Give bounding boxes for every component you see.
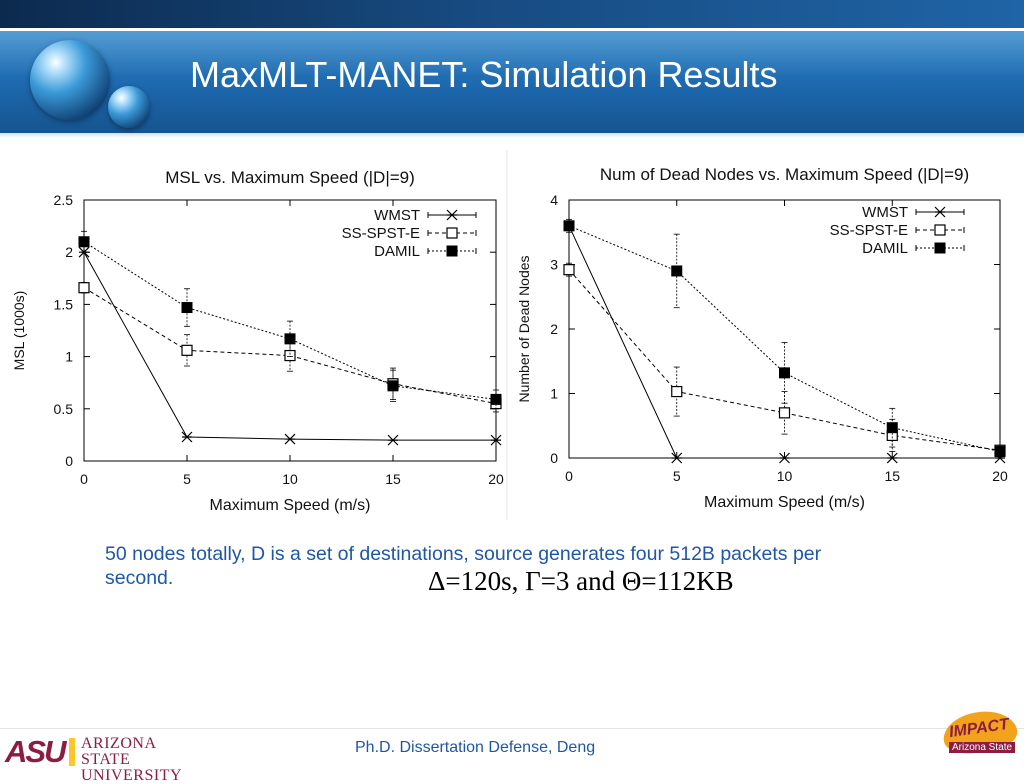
data-point: [490, 434, 502, 446]
x-tick-label: 15: [385, 471, 401, 487]
data-point: [779, 452, 790, 464]
legend-label: DAMIL: [374, 243, 420, 260]
series-line: [568, 269, 1001, 451]
x-tick-label: 20: [488, 471, 504, 487]
data-point: [671, 265, 683, 277]
data-point: [671, 385, 683, 398]
data-point: [78, 282, 90, 294]
y-tick-label: 1: [550, 386, 558, 402]
data-point: [387, 434, 399, 446]
data-point: [284, 433, 296, 445]
globe-small-icon: [108, 86, 150, 128]
y-tick-label: 1.5: [54, 296, 74, 312]
legend-label: DAMIL: [862, 240, 908, 257]
chart-title: MSL vs. Maximum Speed (|D|=9): [165, 168, 415, 187]
data-point: [563, 264, 575, 276]
legend-marker: [446, 245, 458, 257]
x-tick-label: 10: [282, 471, 298, 487]
y-axis-label: Number of Dead Nodes: [516, 255, 532, 402]
data-point: [779, 367, 790, 379]
slide-title: MaxMLT-MANET: Simulation Results: [190, 54, 778, 95]
x-tick-label: 5: [673, 468, 681, 484]
legend-label: WMST: [374, 207, 420, 224]
plot-frame: [83, 199, 497, 462]
data-point: [778, 407, 791, 419]
legend-marker: [934, 242, 946, 254]
data-point: [886, 422, 898, 434]
x-tick-label: 10: [777, 468, 793, 484]
parameter-formula: Δ=120s, Γ=3 and Θ=112KB: [428, 566, 734, 596]
plot-frame: [568, 199, 1001, 459]
footer-divider: [0, 728, 1024, 729]
chart-title: Num of Dead Nodes vs. Maximum Speed (|D|…: [600, 165, 969, 184]
legend-label: SS-SPST-E: [830, 222, 908, 239]
series-damil: [78, 230, 502, 410]
legend-marker: [934, 224, 946, 236]
y-tick-label: 2: [65, 244, 73, 260]
x-tick-label: 15: [884, 468, 900, 484]
legend-label: SS-SPST-E: [342, 225, 420, 242]
asu-logo-line-1: ARIZONA STATE: [81, 735, 156, 768]
top-strip: [0, 0, 1024, 28]
footer-text: Ph.D. Dissertation Defense, Deng: [355, 739, 596, 756]
series-wmst: [78, 246, 502, 446]
title-banner: [0, 31, 1024, 133]
x-tick-label: 0: [565, 468, 573, 484]
y-tick-label: 3: [550, 257, 558, 273]
legend-marker: [446, 227, 458, 239]
x-axis-label: Maximum Speed (m/s): [704, 494, 865, 511]
asu-logo-name: ARIZONA STATE UNIVERSITY: [81, 736, 205, 784]
x-tick-label: 20: [992, 468, 1008, 484]
asu-logo-bar: [69, 738, 75, 766]
data-point: [563, 220, 575, 232]
asu-logo-line-2: UNIVERSITY: [81, 767, 182, 784]
y-tick-label: 0: [65, 453, 73, 469]
data-point: [181, 344, 193, 356]
series-damil: [563, 218, 1006, 458]
x-tick-label: 5: [183, 471, 191, 487]
asu-logo: ASU ARIZONA STATE UNIVERSITY: [5, 734, 205, 784]
y-tick-label: 0.5: [54, 401, 74, 417]
legend-label: WMST: [862, 204, 908, 221]
impact-logo-subtitle: Arizona State: [949, 742, 1016, 753]
data-point: [671, 452, 683, 464]
series-line: [83, 241, 497, 400]
legend-marker: [934, 206, 946, 218]
data-point: [181, 431, 193, 443]
data-point: [387, 380, 399, 392]
data-point: [284, 333, 296, 345]
data-point: [78, 236, 90, 248]
data-point: [181, 302, 193, 314]
y-tick-label: 0: [550, 450, 558, 466]
impact-logo: IMPACT Arizona State: [935, 707, 1020, 766]
y-tick-label: 2.5: [54, 192, 74, 208]
x-axis-label: Maximum Speed (m/s): [210, 497, 371, 514]
series-ss-spst-e: [563, 262, 1006, 456]
globe-large-icon: [30, 40, 110, 120]
data-point: [490, 393, 502, 405]
y-axis-label: MSL (1000s): [11, 291, 27, 371]
data-point: [284, 349, 296, 362]
dead-nodes-chart: Num of Dead Nodes vs. Maximum Speed (|D|…: [516, 165, 1008, 511]
chart-separator: [506, 150, 508, 520]
y-tick-label: 1: [65, 349, 73, 365]
y-tick-label: 4: [550, 192, 558, 208]
top-divider: [0, 28, 1024, 31]
banner-shine: [0, 31, 1024, 77]
banner-bottom-edge: [0, 133, 1024, 138]
data-point: [886, 452, 898, 464]
data-point: [994, 446, 1006, 458]
asu-logo-mark: ASU: [5, 734, 66, 769]
x-tick-label: 0: [80, 471, 88, 487]
msl-chart: MSL vs. Maximum Speed (|D|=9) 0 5 10 15 20 0 0.…: [11, 168, 504, 514]
legend-marker: [446, 209, 458, 221]
description-text: 50 nodes totally, D is a set of destinat…: [105, 543, 822, 589]
y-tick-label: 2: [550, 321, 558, 337]
